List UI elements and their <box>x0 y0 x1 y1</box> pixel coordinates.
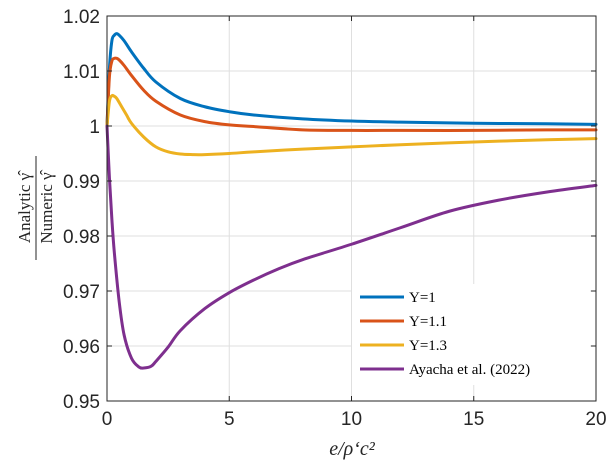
legend-label-4: Ayacha et al. (2022) <box>409 362 530 378</box>
grid-lines <box>106 15 597 402</box>
y-tick-label: 0.99 <box>63 172 100 193</box>
axis-ticks: 0 5 10 15 20 0.95 0.96 0.97 0.98 0.99 1 1.01 1.02 <box>63 7 607 430</box>
legend-label-1: Y=1 <box>409 290 436 306</box>
y-axis-label-numerator: Analytic γ̂ <box>15 170 34 243</box>
legend-label-3: Y=1.3 <box>409 338 447 354</box>
x-tick-label: 15 <box>463 409 484 430</box>
legend: Y=1 Y=1.1 Y=1.3 Ayacha et al. (2022) <box>352 284 590 385</box>
x-tick-label: 20 <box>585 409 606 430</box>
series-line-1 <box>105 32 598 128</box>
legend-label-2: Y=1.1 <box>409 314 447 330</box>
y-tick-label: 1.01 <box>63 62 100 83</box>
y-tick-label: 0.95 <box>63 392 100 413</box>
y-tick-label: 0.97 <box>63 282 100 303</box>
x-tick-label: 0 <box>102 409 113 430</box>
x-axis-label: e/ρ‘c² <box>329 438 376 460</box>
y-tick-label: 0.98 <box>63 227 100 248</box>
y-tick-label: 1.02 <box>63 7 100 28</box>
y-tick-label: 0.96 <box>63 337 100 358</box>
y-tick-label: 1 <box>89 117 100 138</box>
series-line-2 <box>105 56 598 132</box>
y-axis-label-denominator: Numeric γ̂ <box>37 169 56 243</box>
x-tick-label: 5 <box>224 409 235 430</box>
y-axis-label: Analytic γ̂ Numeric γ̂ <box>15 156 56 260</box>
series-lines <box>105 32 598 370</box>
series-line-4 <box>105 124 598 370</box>
series-line-3 <box>105 93 598 157</box>
x-tick-label: 10 <box>341 409 362 430</box>
